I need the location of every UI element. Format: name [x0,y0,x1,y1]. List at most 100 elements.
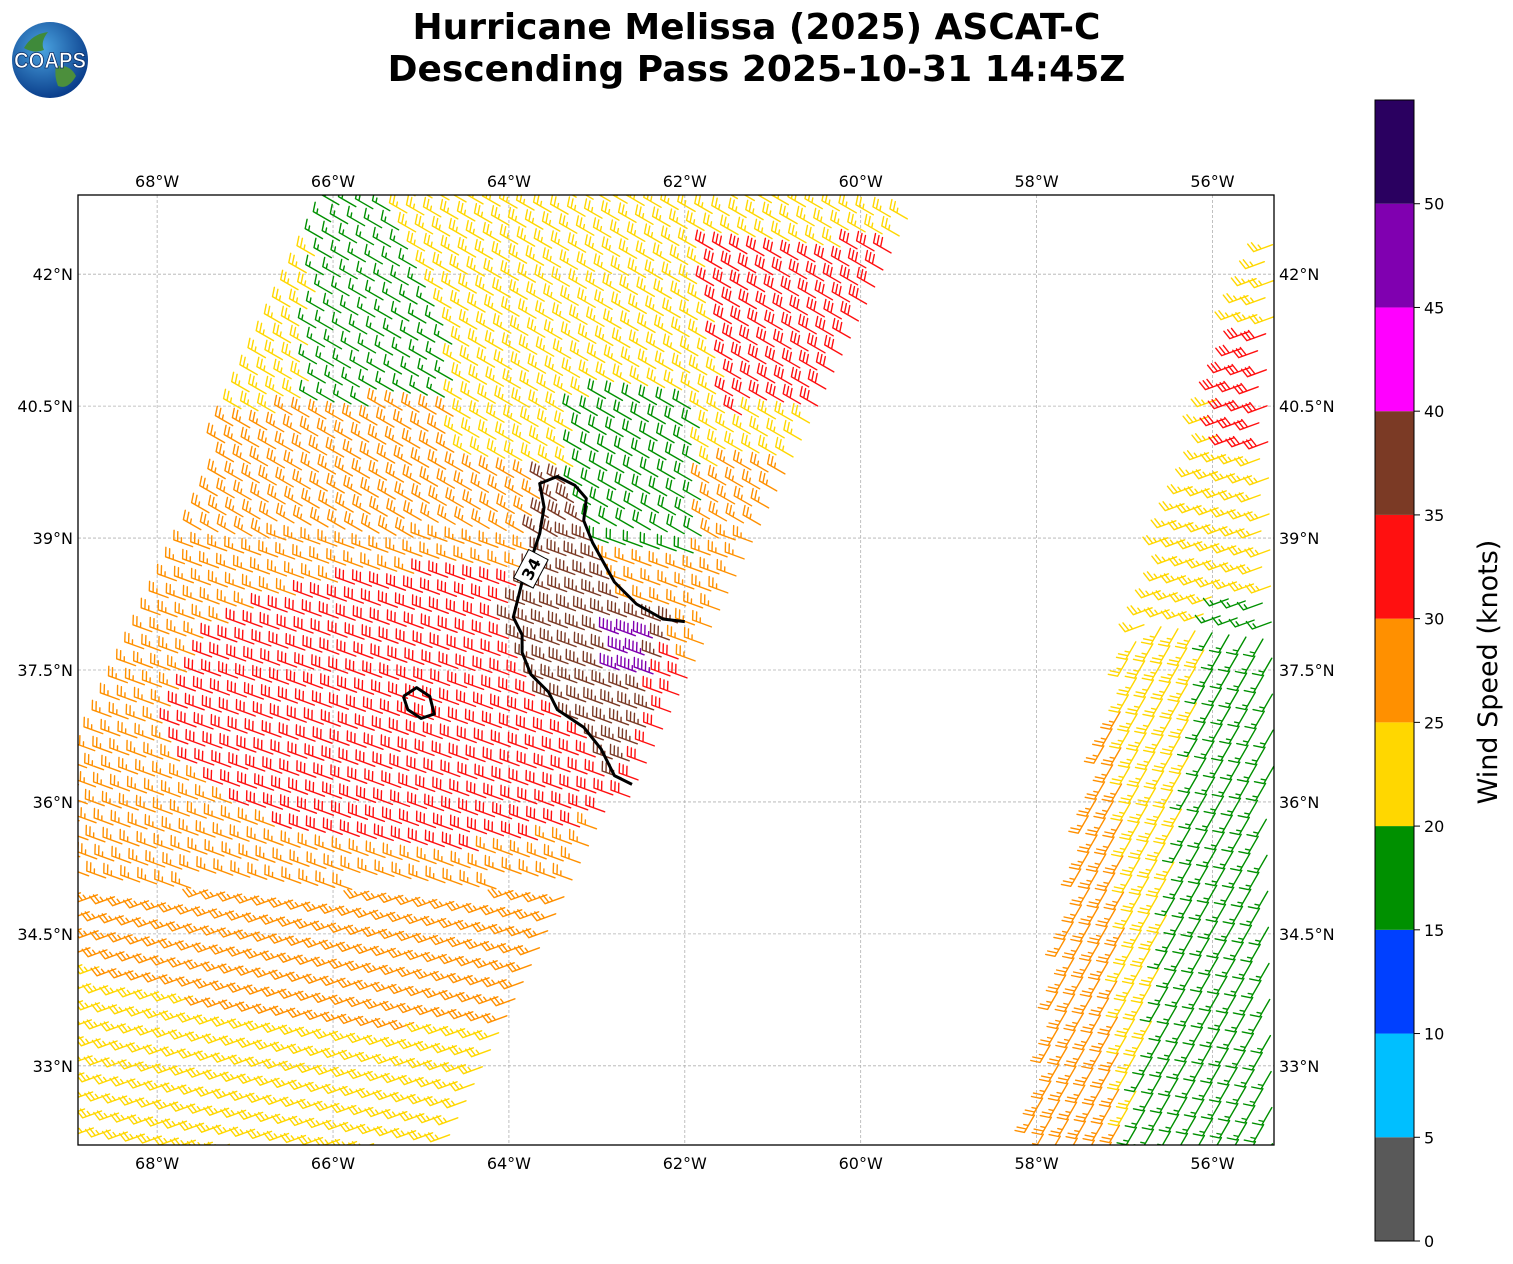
wind-barb [1152,789,1174,809]
wind-barb [691,573,712,592]
wind-barb [433,288,452,309]
wind-barb [182,584,203,603]
wind-barb [1199,1028,1221,1048]
wind-barb [1221,833,1242,853]
wind-barb [269,667,290,685]
wind-barb [259,950,286,961]
wind-barb [82,983,109,994]
wind-barb [359,441,379,462]
wind-barb [78,841,98,860]
wind-barb [116,1023,143,1034]
wind-barb [462,600,483,619]
wind-barb [623,565,644,584]
wind-barb [326,584,347,602]
wind-barb [243,645,264,664]
wind-barb [161,815,182,834]
wind-barb [184,1031,211,1042]
wind-barb [796,241,816,263]
wind-barb [623,601,645,620]
wind-barb [439,195,450,201]
wind-barb [384,390,403,411]
wind-barb [399,844,420,863]
wind-barb [1053,921,1074,940]
wind-barb [84,788,105,807]
wind-barb [201,694,222,713]
wind-barb [425,865,446,884]
wind-barb [264,864,285,882]
wind-barb [673,460,693,482]
wind-barb [260,986,287,997]
wind-barb [199,889,226,900]
wind-barb [389,1092,416,1103]
wind-barb [367,387,386,409]
wind-barb [300,526,321,545]
wind-barb [1184,522,1211,533]
wind-barb [633,656,654,675]
wind-barb [703,248,723,270]
wind-barb [588,450,608,472]
wind-barb [1022,1097,1044,1117]
wind-barb [1166,1096,1188,1116]
wind-barb [94,843,115,862]
wind-barb [142,705,163,724]
wind-barb [634,204,654,225]
wind-barb [225,910,252,921]
wind-barb [231,407,251,429]
wind-barb [1243,475,1270,486]
wind-barb [220,769,241,787]
wind-barb [558,737,579,756]
wind-barb [351,569,373,587]
wind-barb [1081,1050,1102,1070]
wind-barb [766,417,785,439]
wind-barb [362,660,383,678]
wind-barb [1143,607,1170,618]
wind-barb [344,924,371,935]
lon-tick-label-top: 62°W [663,172,707,191]
wind-barb [1215,344,1242,357]
wind-barb [824,334,843,356]
wind-barb [82,1019,109,1030]
wind-barb [294,688,315,706]
wind-barb [452,398,471,419]
wind-barb [637,312,656,334]
34-knot-contour: 34 [401,475,685,786]
wind-barb [1208,433,1235,446]
wind-barb [471,619,492,638]
wind-barb [228,752,249,770]
wind-barb [126,739,147,758]
wind-barb [1215,958,1236,978]
wind-barb [775,436,794,458]
wind-barb [354,1015,381,1027]
wind-barb [533,228,553,249]
wind-barb [1199,414,1226,427]
wind-barb [83,716,104,735]
wind-barb [167,654,188,673]
wind-barb [281,341,301,363]
wind-barb [297,832,318,850]
colorbar-tick-label: 0 [1424,1232,1434,1251]
wind-barb [217,963,244,974]
wind-barb [191,906,218,917]
wind-barb [1237,799,1259,819]
wind-barb [281,866,302,884]
wind-barb [1231,312,1258,323]
wind-barb [651,694,672,713]
wind-barb [583,686,604,705]
wind-barb [738,288,757,310]
wind-barb [208,908,235,919]
wind-barb [255,845,276,863]
wind-barb [573,631,594,650]
wind-barb [458,797,479,816]
wind-barb [148,919,175,930]
wind-barb [830,245,850,267]
colorbar-bin [1375,203,1414,308]
wind-barb [1220,797,1242,817]
wind-barb [517,262,536,283]
wind-barb [229,824,250,842]
wind-barb [381,806,403,825]
wind-barb [415,1113,442,1124]
wind-barb [108,1040,135,1051]
wind-barb [757,398,777,420]
wind-barb [758,470,778,492]
wind-barb [1117,713,1138,732]
